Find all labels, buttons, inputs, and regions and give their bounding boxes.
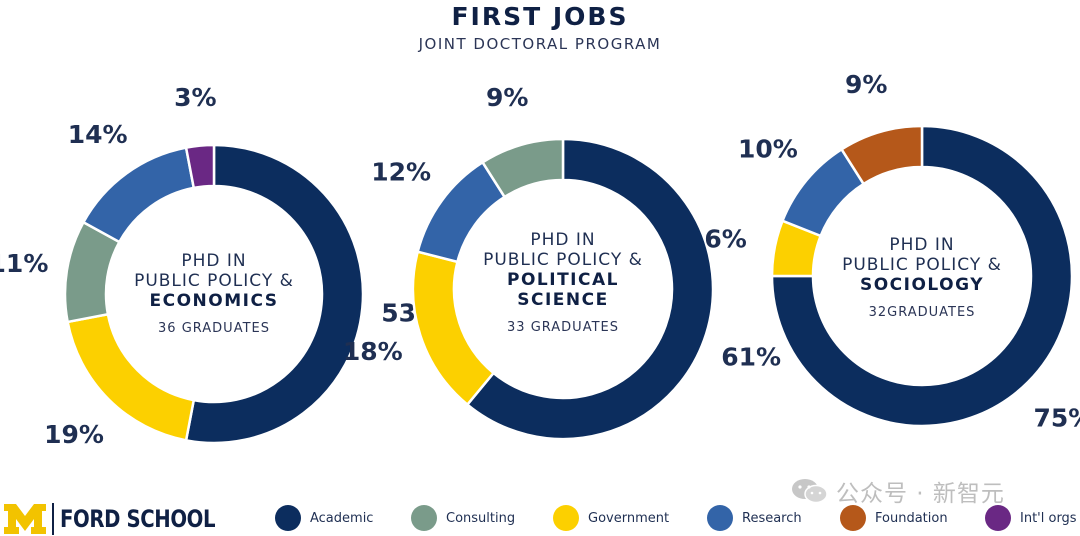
wechat-icon — [792, 479, 828, 504]
slice-consulting — [480, 137, 565, 199]
legend-dot-academic — [275, 505, 301, 531]
watermark-text: 公众号 · 新智元 — [836, 481, 1005, 507]
logo-divider — [52, 503, 54, 535]
ford-school-logo: FORD SCHOOL — [4, 502, 249, 536]
legend-label-research: Research — [742, 510, 802, 526]
legend-dot-intl-orgs — [985, 505, 1011, 531]
center-field-1: ECONOMICS — [150, 291, 279, 311]
graduates-count: 33 GRADUATES — [507, 320, 619, 335]
legend-label-government: Government — [588, 510, 670, 526]
legend-label-consulting: Consulting — [446, 510, 516, 526]
pct-label-research: 10% — [738, 135, 798, 164]
chart-subtitle: JOINT DOCTORAL PROGRAM — [418, 35, 662, 53]
pct-label-consulting: 9% — [486, 83, 528, 112]
legend-item-consulting: Consulting — [411, 504, 515, 532]
pct-label-research: 12% — [371, 157, 431, 186]
legend: Academic Consulting Government Research … — [0, 504, 1080, 532]
pct-label-int-l-orgs: 3% — [174, 83, 216, 112]
graduates-count: 32GRADUATES — [869, 305, 976, 320]
graduates-count: 36 GRADUATES — [158, 321, 270, 336]
pct-label-government: 6% — [704, 225, 746, 254]
slice-foundation — [839, 124, 924, 186]
legend-item-government: Government — [553, 504, 669, 532]
legend-dot-government — [553, 505, 579, 531]
slice-academic — [184, 143, 365, 445]
watermark: 公众号 · 新智元 — [790, 474, 1005, 508]
legend-label-academic: Academic — [310, 510, 374, 526]
pct-label-foundation: 9% — [845, 70, 887, 99]
pct-label-research: 14% — [68, 120, 128, 149]
legend-dot-research — [707, 505, 733, 531]
center-field-1: SOCIOLOGY — [860, 275, 984, 295]
center-line-1: PHD IN — [181, 251, 246, 271]
center-line-2: PUBLIC POLICY & — [842, 255, 1002, 275]
legend-dot-consulting — [411, 505, 437, 531]
center-field-2: SCIENCE — [517, 290, 608, 310]
legend-item-academic: Academic — [275, 504, 373, 532]
center-line-1: PHD IN — [530, 230, 595, 250]
slice-int-l-orgs — [184, 143, 216, 190]
legend-item-foundation: Foundation — [840, 504, 948, 532]
center-line-1: PHD IN — [889, 235, 954, 255]
pct-label-academic: 75% — [1033, 403, 1080, 432]
slice-government — [411, 250, 496, 407]
pct-label-academic: 61% — [721, 343, 781, 372]
legend-dot-foundation — [840, 505, 866, 531]
slice-academic — [770, 124, 1074, 428]
center-field-1: POLITICAL — [507, 270, 619, 290]
legend-item-intl-orgs: Int'l orgs — [985, 504, 1077, 532]
logo-text: FORD SCHOOL — [60, 505, 216, 533]
pct-label-government: 19% — [44, 420, 104, 449]
slice-research — [81, 146, 196, 244]
slice-academic — [465, 137, 715, 441]
center-line-2: PUBLIC POLICY & — [483, 250, 643, 270]
legend-label-foundation: Foundation — [875, 510, 948, 526]
center-line-2: PUBLIC POLICY & — [134, 271, 294, 291]
michigan-m-icon — [4, 504, 46, 534]
legend-item-research: Research — [707, 504, 802, 532]
pct-label-government: 18% — [343, 337, 403, 366]
chart-title: FIRST JOBS — [451, 2, 629, 31]
legend-label-intl-orgs: Int'l orgs — [1020, 510, 1077, 526]
pct-label-consulting: 11% — [0, 249, 48, 278]
